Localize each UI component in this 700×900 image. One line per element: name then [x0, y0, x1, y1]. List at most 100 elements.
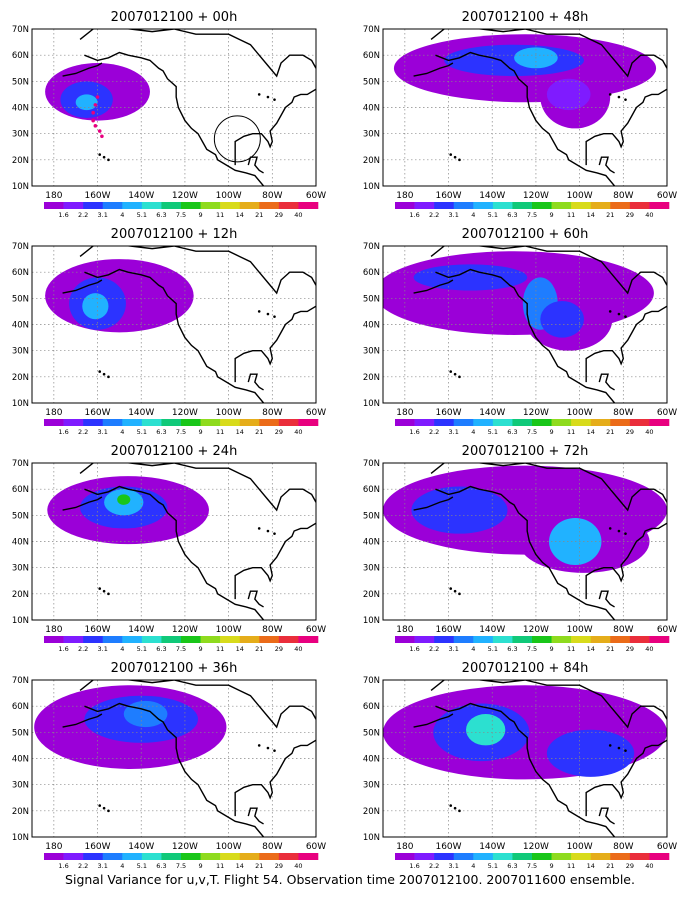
- colorbar-swatch: [395, 636, 415, 643]
- island-marker: [624, 315, 627, 318]
- y-tick-label: 30N: [363, 781, 380, 791]
- island-marker: [273, 98, 276, 101]
- colorbar-swatch: [649, 853, 670, 860]
- colorbar-label: 14: [236, 211, 244, 219]
- y-tick-label: 60N: [12, 51, 29, 61]
- colorbar-swatch: [434, 636, 455, 643]
- coastline: [435, 268, 616, 403]
- colorbar-swatch: [141, 202, 162, 209]
- panel-title: 2007012100 + 60h: [462, 227, 589, 242]
- island-marker: [617, 312, 621, 316]
- colorbar-label: 11: [216, 428, 224, 436]
- y-tick-label: 10N: [363, 399, 380, 409]
- colorbar-swatch: [571, 419, 592, 426]
- colorbar-swatch: [239, 202, 260, 209]
- x-tick-label: 100W: [567, 191, 593, 201]
- colorbar-label: 1.6: [409, 645, 419, 653]
- colorbar-swatch: [63, 419, 84, 426]
- colorbar-label: 3.1: [98, 211, 108, 219]
- colorbar-label: 21: [606, 211, 614, 219]
- colorbar-swatch: [278, 202, 299, 209]
- panel-frame: [382, 245, 668, 404]
- x-tick-label: 100W: [216, 842, 242, 852]
- colorbar-label: 40: [294, 428, 302, 436]
- y-tick-label: 70N: [12, 676, 29, 686]
- x-tick-label: 80W: [262, 191, 282, 201]
- colorbar-swatch: [63, 853, 84, 860]
- x-tick-label: 80W: [613, 625, 633, 635]
- colorbar-label: 40: [294, 862, 302, 870]
- colorbar-label: 14: [236, 645, 244, 653]
- observation-point: [91, 118, 95, 123]
- colorbar-swatch: [200, 419, 221, 426]
- coastline: [413, 62, 454, 77]
- colorbar-swatch: [83, 853, 104, 860]
- panel-title: 2007012100 + 36h: [111, 661, 238, 676]
- colorbar-swatch: [44, 419, 64, 426]
- x-tick-label: 60W: [657, 191, 677, 201]
- colorbar-label: 21: [255, 862, 263, 870]
- colorbar-swatch: [63, 202, 84, 209]
- colorbar-label: 21: [255, 645, 263, 653]
- target-circle: [213, 115, 261, 163]
- colorbar-swatch: [141, 419, 162, 426]
- y-tick-label: 40N: [12, 538, 29, 548]
- colorbar-swatch: [473, 853, 494, 860]
- colorbar-label: 2.2: [429, 211, 439, 219]
- y-tick-label: 60N: [12, 702, 29, 712]
- y-tick-label: 50N: [363, 294, 380, 304]
- panel-title: 2007012100 + 84h: [462, 661, 589, 676]
- island-marker: [608, 744, 612, 747]
- variance-contour: [546, 729, 635, 777]
- y-tick-label: 20N: [12, 807, 29, 817]
- y-tick-label: 20N: [12, 590, 29, 600]
- colorbar-label: 9: [199, 211, 203, 219]
- coastline: [585, 522, 667, 600]
- x-tick-label: 80W: [613, 191, 633, 201]
- map-panel: 2007012100 + 36h 10N 20N 30N 40N 50N 60N 70N 180…: [12, 661, 326, 870]
- y-tick-label: 40N: [12, 321, 29, 331]
- x-tick-label: 140W: [128, 625, 154, 635]
- island-marker: [102, 155, 106, 159]
- x-tick-label: 100W: [216, 625, 242, 635]
- variance-contour: [123, 700, 168, 728]
- island-marker: [257, 310, 261, 313]
- island-marker: [617, 95, 621, 99]
- x-tick-label: 180: [396, 191, 413, 201]
- colorbar-label: 4: [471, 211, 475, 219]
- colorbar-label: 3.1: [98, 645, 108, 653]
- colorbar-label: 21: [606, 428, 614, 436]
- colorbar-label: 9: [550, 428, 554, 436]
- coastline: [598, 807, 615, 825]
- panel-frame: [31, 28, 317, 187]
- colorbar-swatch: [629, 202, 650, 209]
- panel-frame: [31, 245, 317, 404]
- x-tick-label: 120W: [172, 408, 198, 418]
- colorbar-label: 11: [216, 211, 224, 219]
- x-tick-label: 60W: [306, 408, 326, 418]
- colorbar-swatch: [414, 419, 435, 426]
- island-marker: [458, 809, 461, 813]
- island-marker: [98, 587, 102, 590]
- x-tick-label: 140W: [479, 408, 505, 418]
- colorbar-label: 7.5: [527, 211, 537, 219]
- y-tick-label: 10N: [12, 833, 29, 843]
- island-marker: [266, 746, 270, 750]
- y-tick-label: 50N: [363, 511, 380, 521]
- colorbar-swatch: [44, 202, 64, 209]
- colorbar-swatch: [414, 202, 435, 209]
- x-tick-label: 60W: [657, 842, 677, 852]
- colorbar-label: 1.6: [58, 211, 68, 219]
- y-tick-label: 50N: [363, 77, 380, 87]
- y-tick-label: 10N: [12, 399, 29, 409]
- colorbar-swatch: [610, 202, 631, 209]
- colorbar-label: 40: [645, 645, 653, 653]
- coastline: [435, 51, 616, 186]
- colorbar-swatch: [395, 419, 415, 426]
- colorbar-swatch: [590, 202, 611, 209]
- map-panel: 2007012100 + 60h 10N 20N 30N 40N 50N 60N 70N 180…: [363, 227, 677, 436]
- colorbar-swatch: [102, 202, 123, 209]
- y-tick-label: 50N: [12, 728, 29, 738]
- colorbar-swatch: [395, 853, 415, 860]
- island-marker: [624, 749, 627, 752]
